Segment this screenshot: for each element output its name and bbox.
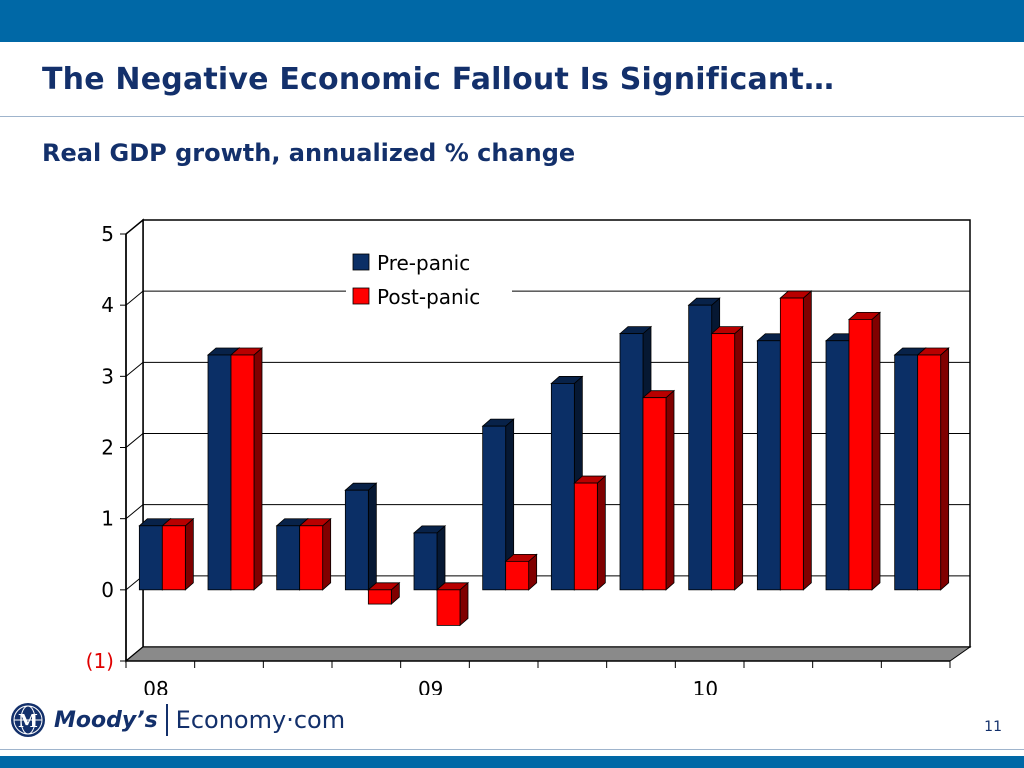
y-tick-label: 0 <box>101 578 114 602</box>
bar-post-panic <box>298 517 332 591</box>
chart-subtitle: Real GDP growth, annualized % change <box>42 139 576 167</box>
gridline-side <box>125 433 144 448</box>
top-header-band <box>0 0 1024 42</box>
bar-pre-panic <box>344 482 378 591</box>
y-tick-label: 4 <box>101 293 114 317</box>
bar-post-panic <box>779 290 813 591</box>
bar-post-panic <box>847 311 882 591</box>
gdp-bar-chart: (1) 0 1 2 3 4 5 08 09 10 Pre-panic Post-panic <box>86 218 972 695</box>
logo-site-name: Economy·com <box>175 706 346 734</box>
footer-divider <box>0 749 1024 750</box>
x-tick-label: 09 <box>418 677 443 695</box>
bar-pre-panic <box>412 525 447 591</box>
company-logo: M Moody’s Economy·com <box>10 700 345 740</box>
bottom-band <box>0 756 1024 768</box>
bar-post-panic <box>229 347 264 591</box>
bar-pre-panic <box>481 418 515 591</box>
gridline-side <box>125 290 144 306</box>
svg-text:M: M <box>18 711 38 732</box>
legend-label: Pre-panic <box>377 251 470 275</box>
logo-separator <box>165 704 168 736</box>
page-number: 11 <box>984 719 1002 735</box>
legend-swatch <box>352 253 370 271</box>
bar-post-panic <box>573 475 607 591</box>
gridline-side <box>125 504 144 520</box>
logo-brand-name: Moody’s <box>54 707 158 733</box>
y-tick-label: 3 <box>101 364 114 388</box>
moodys-m-globe-icon: M <box>11 703 45 737</box>
chart-floor <box>124 646 972 662</box>
legend-box <box>346 242 512 310</box>
slide-title: The Negative Economic Fallout Is Signifi… <box>42 62 835 97</box>
bar-post-panic <box>641 389 676 591</box>
bar-post-panic <box>161 517 195 591</box>
bar-post-panic <box>367 581 401 605</box>
y-tick-label: (1) <box>86 649 114 673</box>
legend-label: Post-panic <box>377 285 480 309</box>
gridline-side <box>125 361 144 377</box>
bar-post-panic <box>504 553 538 591</box>
x-tick-label: 08 <box>143 677 168 695</box>
y-tick-label: 2 <box>101 436 114 460</box>
y-tick-label: 1 <box>101 507 114 531</box>
bar-post-panic <box>710 325 744 591</box>
bar-post-panic <box>916 347 950 591</box>
bar-post-panic <box>435 581 470 627</box>
legend-swatch <box>352 287 370 305</box>
x-tick-label: 10 <box>693 677 718 695</box>
title-divider <box>0 116 1024 117</box>
y-tick-label: 5 <box>101 222 114 246</box>
